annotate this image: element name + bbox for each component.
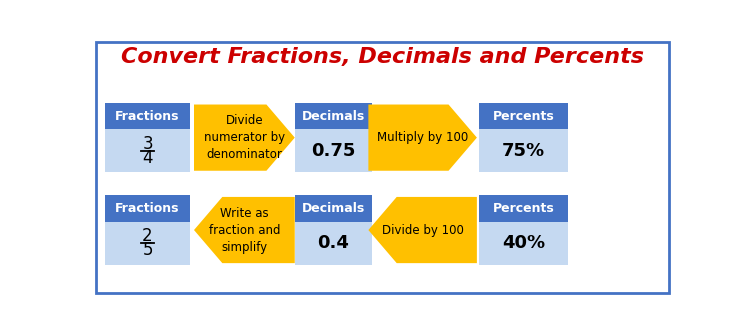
Text: 0.4: 0.4 (318, 234, 349, 252)
Text: 0.75: 0.75 (311, 142, 356, 160)
Polygon shape (194, 105, 295, 171)
FancyBboxPatch shape (295, 103, 372, 129)
FancyBboxPatch shape (479, 222, 568, 265)
Text: 75%: 75% (502, 142, 545, 160)
FancyBboxPatch shape (105, 222, 190, 265)
Text: Decimals: Decimals (302, 202, 365, 215)
FancyBboxPatch shape (295, 129, 372, 172)
FancyBboxPatch shape (105, 129, 190, 172)
Text: Multiply by 100: Multiply by 100 (377, 131, 468, 144)
Text: Divide by 100: Divide by 100 (382, 223, 463, 236)
Text: 40%: 40% (502, 234, 545, 252)
Text: Percents: Percents (493, 110, 554, 123)
FancyBboxPatch shape (479, 103, 568, 129)
Text: Divide
numerator by
denominator: Divide numerator by denominator (204, 114, 285, 161)
FancyBboxPatch shape (295, 195, 372, 222)
Polygon shape (369, 105, 477, 171)
Text: Fractions: Fractions (115, 202, 180, 215)
FancyBboxPatch shape (105, 195, 190, 222)
FancyBboxPatch shape (479, 195, 568, 222)
FancyBboxPatch shape (479, 129, 568, 172)
Text: Decimals: Decimals (302, 110, 365, 123)
Text: 4: 4 (142, 149, 153, 167)
Text: 3: 3 (142, 135, 153, 153)
Text: Convert Fractions, Decimals and Percents: Convert Fractions, Decimals and Percents (121, 47, 644, 67)
FancyBboxPatch shape (105, 103, 190, 129)
Text: Write as
fraction and
simplify: Write as fraction and simplify (209, 207, 280, 254)
Text: 5: 5 (142, 241, 153, 259)
Text: Fractions: Fractions (115, 110, 180, 123)
FancyBboxPatch shape (95, 42, 669, 293)
FancyBboxPatch shape (295, 222, 372, 265)
Text: 2: 2 (142, 227, 153, 245)
Polygon shape (369, 197, 477, 263)
Text: Percents: Percents (493, 202, 554, 215)
Polygon shape (194, 197, 295, 263)
